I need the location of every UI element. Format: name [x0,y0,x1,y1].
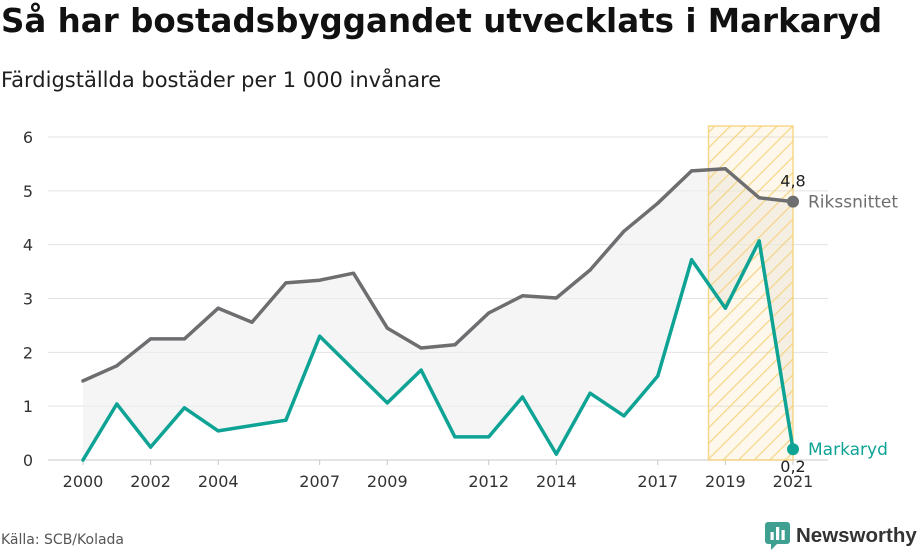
y-tick-label: 0 [23,451,33,470]
data-point-rikssnittet [723,167,728,171]
x-tick-label: 2000 [63,472,104,491]
data-point-rikssnittet [216,306,220,310]
x-tick-label: 2002 [130,472,171,491]
y-tick-label: 3 [23,290,33,309]
end-value-label-markaryd: 0,2 [780,457,805,476]
data-point-markaryd [182,406,186,410]
data-point-markaryd [216,429,220,433]
data-point-rikssnittet [149,337,153,341]
data-point-markaryd [622,414,626,418]
data-point-markaryd [757,239,761,243]
data-point-rikssnittet [351,271,356,275]
data-point-rikssnittet [419,346,423,350]
data-point-rikssnittet [588,268,592,272]
logo-bar-1 [770,532,774,540]
series-line-rikssnittet [81,167,795,383]
y-tick-label: 2 [23,343,33,362]
x-tick-label: 2019 [705,472,746,491]
data-point-rikssnittet [284,281,288,285]
data-point-markaryd [318,334,322,338]
series-name-label-rikssnittet: Rikssnittet [808,193,898,213]
newsworthy-logo-icon [765,522,790,550]
data-point-markaryd [520,395,525,399]
area-between-series [83,168,793,461]
data-point-rikssnittet [182,337,186,341]
end-dot-rikssnittet [787,195,799,208]
x-axis-labels: 2000 2002 2004 2007 2009 2012 2014 2017 2019 2021 [63,460,814,491]
chart-title: Så har bostadsbyggandet utvecklats i Mar… [1,2,883,40]
data-point-markaryd [690,258,694,262]
data-point-rikssnittet [115,364,119,368]
data-point-rikssnittet [487,311,491,315]
data-point-rikssnittet [520,294,525,298]
y-tick-label: 6 [23,128,33,147]
x-tick-label: 2012 [468,472,509,491]
data-point-markaryd [554,452,558,456]
y-tick-label: 5 [23,182,33,201]
x-tick-label: 2007 [299,472,340,491]
data-point-markaryd [284,418,288,422]
newsworthy-logo: Newsworthy [765,521,917,551]
series-line-markaryd [81,239,795,462]
data-point-markaryd [250,423,254,428]
data-point-markaryd [149,445,153,449]
data-point-markaryd [351,368,356,372]
data-point-rikssnittet [318,278,322,282]
x-tick-label: 2017 [637,472,678,491]
series-name-label-markaryd: Markaryd [808,440,888,460]
data-point-markaryd [723,306,728,310]
logo-wordmark: Newsworthy [796,524,917,547]
end-dot-markaryd [787,443,799,456]
logo-bar-3 [781,530,785,540]
data-point-rikssnittet [690,169,694,173]
data-point-rikssnittet [554,296,558,300]
x-tick-label: 2014 [536,472,577,491]
y-tick-label: 1 [23,397,33,416]
logo-bar-2 [776,527,780,540]
data-point-markaryd [385,401,389,405]
data-point-rikssnittet [453,343,457,347]
x-tick-label: 2004 [198,472,239,491]
data-point-rikssnittet [250,320,254,324]
data-point-markaryd [656,374,660,378]
x-tick-label: 2021 [773,472,814,491]
x-tick-label: 2009 [367,472,408,491]
highlight-period-hatch [707,125,794,461]
chart-subtitle: Färdigställda bostäder per 1 000 invånar… [1,68,442,92]
data-point-markaryd [453,435,457,439]
end-value-label-rikssnittet: 4,8 [780,172,805,191]
data-point-markaryd [81,458,85,462]
data-point-rikssnittet [385,326,389,330]
data-point-rikssnittet [757,196,761,200]
data-point-rikssnittet [656,201,660,205]
data-point-markaryd [487,435,491,439]
data-point-rikssnittet [622,229,626,233]
data-point-markaryd [419,368,423,372]
y-tick-label: 4 [23,236,33,255]
y-axis-labels: 0 1 2 3 4 5 6 [23,128,33,470]
data-point-markaryd [588,391,592,395]
data-point-markaryd [115,402,119,406]
data-point-rikssnittet [81,379,85,383]
source-note: Källa: SCB/Kolada [1,532,125,548]
